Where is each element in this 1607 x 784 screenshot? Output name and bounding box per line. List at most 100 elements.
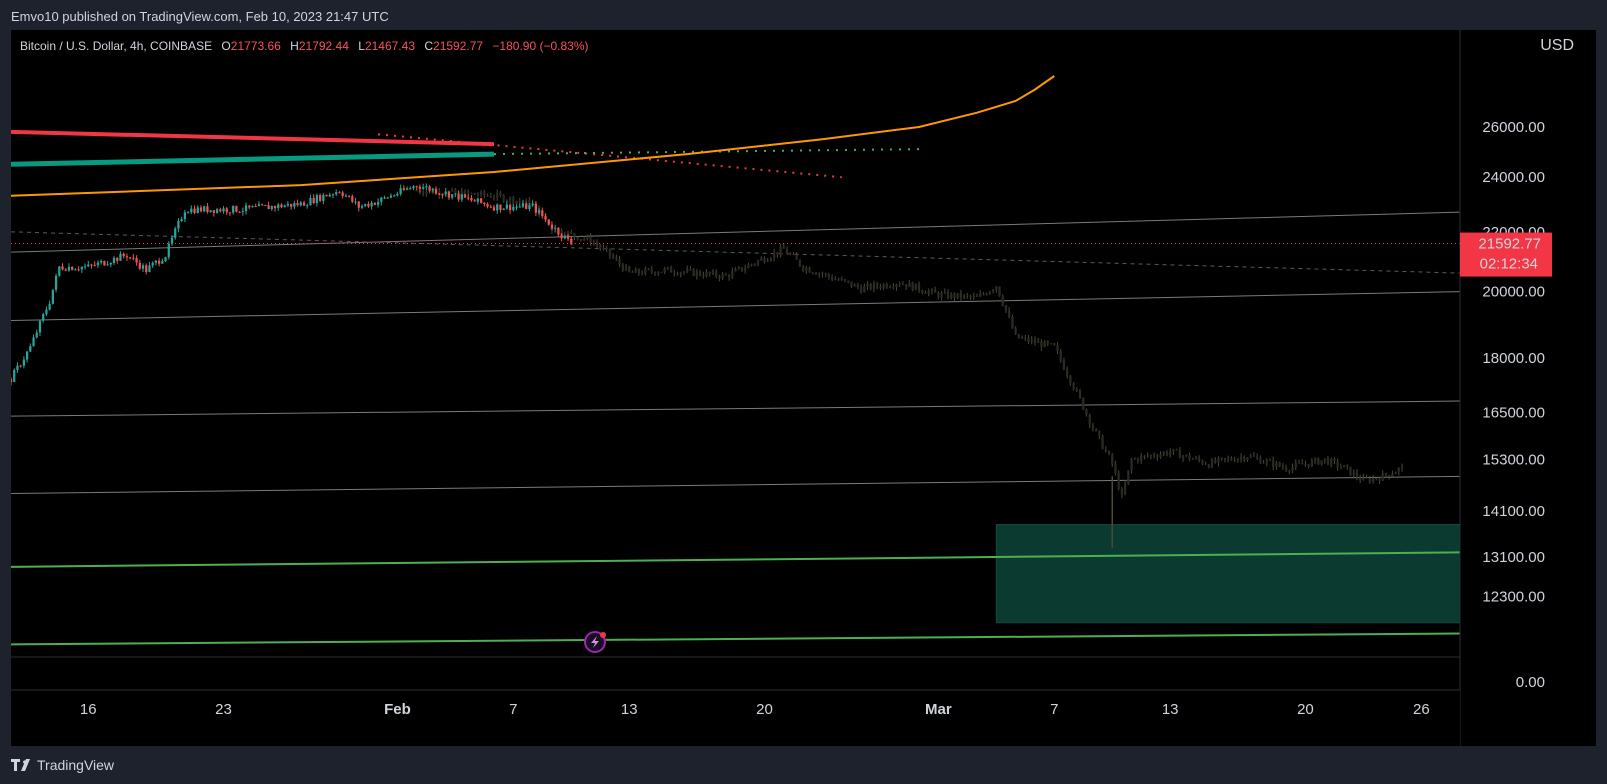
last-price-value: 21592.77 [1478, 236, 1541, 253]
projection-candle-body [1127, 470, 1130, 484]
price-candle-body [61, 266, 64, 270]
projection-candle-body [727, 275, 731, 278]
projection-candle-body [711, 271, 715, 274]
projection-candle-body [1346, 465, 1349, 467]
trendline-gray[interactable] [11, 211, 1461, 253]
trendline-gray[interactable] [11, 291, 1461, 322]
projection-candle-body [612, 255, 615, 258]
projection-candle-body [1278, 462, 1281, 467]
price-candle-body [129, 257, 132, 259]
price-candle-body [357, 201, 360, 208]
price-axis[interactable] [1460, 30, 1596, 746]
projection-candle-body [518, 200, 521, 202]
price-candle-body [306, 205, 309, 207]
brand-name: TradingView [37, 757, 115, 773]
target-zone[interactable] [995, 523, 1461, 624]
x-tick-label: 13 [1162, 701, 1179, 718]
notification-dot [600, 632, 606, 638]
projection-candle-body [1246, 457, 1249, 461]
projection-candle-body [927, 291, 930, 294]
projection-candle-body [969, 295, 972, 297]
last-price-badge[interactable] [1460, 232, 1552, 277]
y-tick-label: 16500.00 [1482, 404, 1545, 421]
price-candle-body [77, 269, 80, 271]
projection-candle-body [637, 269, 641, 274]
price-candle-body [418, 186, 422, 189]
projection-candle-body [640, 273, 644, 275]
projection-candle-body [1365, 477, 1368, 479]
projection-candle-body [682, 271, 686, 273]
projection-candle-body [876, 283, 879, 287]
projection-candle-body [1330, 458, 1333, 465]
projection-candle-body [985, 293, 988, 295]
time-axis[interactable] [11, 690, 1460, 746]
price-candle-body [222, 208, 225, 212]
price-candle-body [103, 261, 106, 266]
trendline-teal-thick[interactable] [11, 151, 495, 167]
price-candle-body [74, 269, 77, 271]
chart-pane[interactable]: 26000.00 24000.00 22000.00 20000.00 18000.00… [11, 30, 1596, 746]
projection-candle-body [634, 269, 637, 273]
projection-candle-body [666, 267, 670, 269]
projection-candle-body [888, 286, 892, 288]
projection-candle-body [1027, 337, 1030, 342]
projection-candle-body [1072, 383, 1075, 390]
currency-label[interactable]: USD [1540, 37, 1574, 54]
y-tick-label: 24000.00 [1482, 169, 1545, 186]
trendline-gray-dashed[interactable] [11, 231, 1461, 274]
projection-candle-body [950, 293, 953, 299]
price-candle-body [460, 194, 463, 200]
publish-header: Emvo10 published on TradingView.com, Feb… [0, 0, 1607, 30]
trendline-red-dotted[interactable] [377, 133, 842, 179]
projection-candle-body [1326, 458, 1330, 465]
trendline-gray[interactable] [11, 475, 1461, 494]
projection-candle-body [905, 284, 908, 288]
price-candle-body [286, 203, 290, 206]
projection-candle-body [921, 290, 924, 293]
trendline-green[interactable] [11, 551, 1461, 568]
projection-candle-body [1114, 463, 1117, 473]
projection-candle-body [650, 269, 653, 272]
projection-candle-body [570, 231, 573, 234]
price-candle-body [338, 192, 341, 194]
projection-candle-body [1004, 305, 1008, 311]
chart-background [11, 30, 1596, 746]
price-candle-body [283, 205, 286, 208]
projection-candle-body [895, 284, 898, 288]
close-label: C [424, 39, 434, 53]
projection-candle-body [602, 248, 605, 250]
projection-candle-body [1146, 455, 1149, 457]
tradingview-logo[interactable]: TradingView [11, 757, 114, 773]
projection-candle-body [663, 268, 666, 272]
price-candle-body [344, 195, 348, 197]
price-candle-body [518, 206, 521, 208]
curve-line[interactable] [11, 75, 1055, 197]
projection-candle-body [715, 271, 718, 277]
projection-candle-body [679, 272, 682, 275]
trendline-red-thick[interactable] [11, 129, 495, 147]
projection-candle-body [1198, 457, 1201, 461]
price-candle-body [35, 332, 38, 338]
price-candle-body [566, 235, 570, 239]
price-candle-body [167, 243, 170, 258]
projection-candle-body [982, 293, 985, 295]
symbol-title[interactable]: Bitcoin / U.S. Dollar, 4h, COINBASE [20, 39, 213, 53]
projection-candle-body [1001, 296, 1004, 306]
projection-candle-body [1313, 458, 1317, 461]
projection-candle-body [653, 271, 657, 275]
price-candle-body [402, 188, 405, 190]
price-chart[interactable]: 26000.0024000.0022000.0020000.0018000.00… [11, 30, 1596, 746]
projection-candle-body [583, 238, 586, 240]
trendline-green[interactable] [11, 632, 1461, 646]
projection-candle-body [676, 273, 679, 275]
price-candle-body [125, 256, 129, 258]
projection-candle-body [734, 268, 737, 272]
price-candle-body [405, 188, 409, 190]
projection-candle-body [1095, 428, 1098, 431]
projection-candle-body [1165, 452, 1169, 455]
price-candle-body [447, 191, 451, 198]
trendline-gray[interactable] [11, 400, 1461, 417]
open-value: 21773.66 [230, 39, 281, 53]
price-candle-body [22, 359, 26, 366]
price-candle-body [302, 202, 306, 206]
